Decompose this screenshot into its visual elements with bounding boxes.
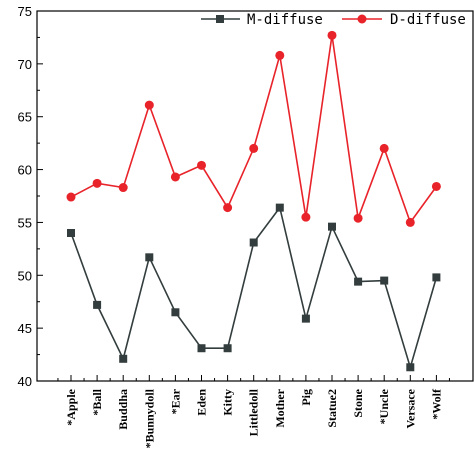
data-point bbox=[170, 172, 180, 182]
data-point bbox=[144, 100, 154, 110]
data-point bbox=[353, 213, 363, 223]
y-tick-label-60: 60 bbox=[18, 163, 32, 178]
data-point bbox=[223, 203, 233, 213]
data-point bbox=[249, 143, 259, 153]
data-point bbox=[301, 212, 311, 222]
x-tick-label: Statue2 bbox=[325, 389, 339, 428]
x-tick-label: Stone bbox=[351, 388, 365, 417]
data-point bbox=[354, 277, 363, 286]
x-tick-label: *Uncle bbox=[377, 388, 391, 424]
data-point bbox=[432, 273, 441, 282]
series-line-1 bbox=[70, 35, 438, 225]
data-point bbox=[145, 253, 154, 262]
data-point bbox=[379, 143, 389, 153]
data-point bbox=[301, 314, 310, 323]
legend-marker-m-diffuse bbox=[216, 15, 224, 23]
data-point bbox=[67, 229, 75, 237]
plot-frame bbox=[36, 10, 474, 382]
series-line-0 bbox=[70, 205, 438, 371]
x-tick-label: Buddha bbox=[116, 389, 130, 430]
data-point bbox=[328, 222, 336, 231]
y-tick-label-40: 40 bbox=[18, 374, 32, 389]
series-layer bbox=[66, 30, 441, 372]
data-point bbox=[275, 203, 284, 212]
data-point bbox=[327, 30, 337, 40]
axes bbox=[36, 10, 474, 382]
x-tick-label: *Wolf bbox=[429, 388, 443, 420]
data-point bbox=[66, 192, 76, 202]
data-point bbox=[431, 181, 441, 191]
data-point bbox=[197, 344, 206, 353]
x-axis-ticks: *Apple *Ball Buddha *Bunnydoll *Ear Eden Kitty… bbox=[57, 375, 450, 448]
data-point bbox=[249, 238, 258, 247]
data-point bbox=[223, 344, 232, 353]
legend-label-m-diffuse: M-diffuse bbox=[247, 12, 323, 28]
x-tick-label: Eden bbox=[195, 389, 209, 416]
x-tick-label: Littledoll bbox=[247, 388, 261, 436]
data-point bbox=[118, 183, 128, 193]
y-axis-ticks: 40 45 50 55 60 65 70 75 bbox=[18, 4, 43, 389]
y-tick-label-65: 65 bbox=[18, 110, 32, 125]
legend-marker-d-diffuse bbox=[357, 14, 367, 24]
y-tick-label-55: 55 bbox=[18, 215, 32, 230]
data-point bbox=[171, 308, 180, 317]
x-tick-label: *Ball bbox=[90, 388, 104, 415]
data-point bbox=[380, 276, 389, 285]
y-tick-label-70: 70 bbox=[18, 57, 32, 72]
legend-label-d-diffuse: D-diffuse bbox=[390, 12, 466, 28]
data-point bbox=[119, 354, 128, 363]
data-point bbox=[275, 50, 285, 60]
data-point bbox=[93, 300, 102, 309]
data-point bbox=[405, 217, 415, 227]
x-tick-label: Pig bbox=[299, 389, 313, 406]
data-point bbox=[92, 178, 102, 188]
data-point bbox=[406, 363, 415, 372]
y-tick-label-75: 75 bbox=[18, 4, 32, 19]
x-tick-label: *Apple bbox=[64, 388, 78, 425]
x-tick-label: *Ear bbox=[168, 388, 182, 414]
x-tick-label: Mother bbox=[273, 388, 287, 427]
data-point bbox=[197, 160, 206, 170]
y-tick-label-45: 45 bbox=[18, 321, 32, 336]
legend: M-diffuse D-diffuse bbox=[201, 12, 466, 28]
y-tick-label-50: 50 bbox=[18, 268, 32, 283]
x-tick-label: Versace bbox=[403, 388, 417, 428]
x-tick-label: Kitty bbox=[221, 389, 235, 416]
x-tick-label: *Bunnydoll bbox=[142, 388, 156, 448]
